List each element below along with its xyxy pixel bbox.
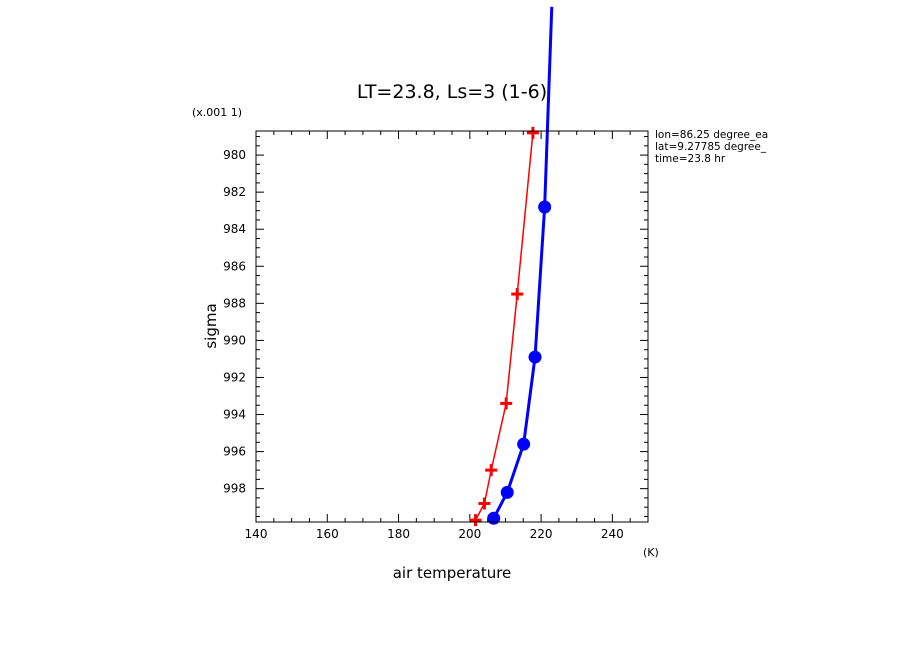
marker-layer [469,126,552,527]
chart-title: LT=23.8, Ls=3 (1-6) [357,81,547,103]
axis-tick-labels: 140 160 180 200 220 240 980 982 984 986 988 990 992 9… [223,148,624,541]
data-point-plus [485,464,498,477]
data-point-plus [526,126,539,139]
data-point-plus [469,514,482,527]
y-axis-label: sigma [202,303,220,348]
x-axis-label: air temperature [393,564,512,582]
y-tick-label: 992 [223,370,246,384]
info-line: lon=86.25 degree_ea [655,129,768,141]
data-point-circle [500,485,514,499]
y-tick-label: 982 [223,185,246,199]
y-tick-label: 986 [223,259,246,273]
y-tick-label: 984 [223,222,246,236]
data-point-plus [478,497,491,510]
data-point-circle [517,437,531,451]
y-tick-label: 998 [223,482,246,496]
info-line: time=23.8 hr [655,153,726,165]
axis-ticks [255,131,649,522]
data-point-circle [528,350,542,364]
data-point-plus [500,397,513,410]
info-line: lat=9.27785 degree_ [655,141,767,153]
x-tick-label: 200 [458,527,481,541]
x-tick-label: 160 [316,527,339,541]
data-point-circle [538,200,552,214]
y-scale-note: (x.001 1) [192,106,242,119]
plot-frame [255,130,649,523]
x-tick-label: 240 [601,527,624,541]
y-tick-label: 994 [223,408,246,422]
x-tick-label: 140 [245,527,268,541]
y-tick-label: 988 [223,296,246,310]
y-tick-label: 990 [223,333,246,347]
x-tick-label: 220 [530,527,553,541]
data-point-circle [487,511,501,525]
y-tick-label: 996 [223,445,246,459]
x-tick-label: 180 [387,527,410,541]
data-point-plus [511,288,524,301]
series-line-0 [474,132,534,521]
x-unit-label: (K) [643,546,659,559]
y-tick-label: 980 [223,148,246,162]
